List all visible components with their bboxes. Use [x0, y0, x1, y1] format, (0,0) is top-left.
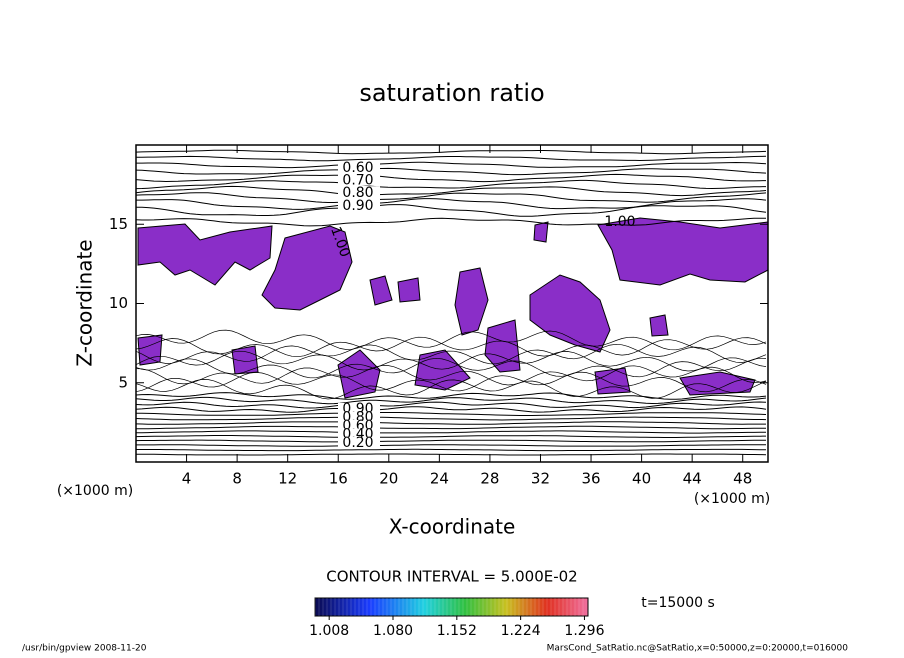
contour-label: 0.60: [342, 160, 373, 176]
contour-label-bg: [338, 186, 380, 199]
contour-line: [136, 155, 767, 162]
contour-label-bg: [338, 420, 380, 430]
region: [397, 277, 421, 303]
contour-label-bg: [338, 403, 380, 413]
region: [414, 349, 471, 391]
contour-line: [136, 421, 766, 425]
contour-line: [136, 444, 767, 447]
x-unit-label: (×1000 m): [57, 483, 133, 499]
chart-title: saturation ratio: [359, 79, 544, 107]
region: [137, 223, 273, 286]
contour-line: [136, 453, 767, 456]
contour-lines: [136, 149, 767, 456]
y-tick-label: 10: [109, 294, 128, 312]
footer-right: MarsCond_SatRatio.nc@SatRatio,x=0:50000,…: [547, 644, 849, 654]
contour-line: [136, 204, 767, 217]
contour-label-bg: [338, 173, 380, 186]
contour-line: [136, 435, 767, 438]
contour-line: [136, 149, 767, 155]
colorbar-tick-label: 1.296: [564, 623, 604, 639]
x-tick-label: 44: [683, 470, 702, 488]
x-tick-label: 32: [531, 470, 550, 488]
x-tick-label: 12: [278, 470, 297, 488]
contour-line: [136, 192, 767, 203]
x-tick-label: 40: [632, 470, 651, 488]
region: [533, 221, 549, 243]
contour-line: [136, 167, 767, 176]
colorbar-tick-label: 1.008: [309, 623, 349, 639]
contour-line: [136, 401, 767, 409]
x-unit-label-right: (×1000 m): [694, 491, 770, 507]
colorbar: [314, 597, 589, 617]
contour-line: [136, 217, 767, 227]
contour-line: [136, 425, 767, 430]
y-tick-label: 5: [118, 373, 128, 391]
supersaturated-regions: [137, 217, 768, 399]
contour-label: 0.20: [342, 435, 373, 451]
contour-line: [136, 185, 767, 197]
contour-line: [136, 350, 767, 372]
plot-frame: [135, 144, 769, 463]
y-axis-label: Z-coordinate: [73, 239, 97, 366]
x-tick-label: 20: [379, 470, 398, 488]
contour-line: [136, 406, 767, 413]
contour-interval: CONTOUR INTERVAL = 5.000E-02: [326, 568, 577, 586]
plot-area: [136, 149, 768, 456]
contour-label-bg: [338, 437, 380, 447]
contour-label: 0.70: [342, 173, 373, 189]
contour-line: [136, 371, 767, 393]
contour-line: [136, 448, 767, 452]
x-tick-label: 8: [232, 470, 242, 488]
contour-line: [136, 392, 767, 400]
contour-line: [136, 430, 767, 434]
contour-line: [136, 161, 767, 169]
region: [369, 275, 393, 306]
region: [261, 225, 353, 311]
contour-line: [136, 343, 767, 365]
x-tick-label: 36: [581, 470, 600, 488]
colorbar-tick-label: 1.152: [437, 623, 477, 639]
region: [679, 371, 756, 396]
contour-line: [136, 396, 767, 405]
contour-line: [136, 179, 767, 190]
region: [231, 345, 259, 375]
x-tick-label: 28: [480, 470, 499, 488]
x-tick-label: 48: [733, 470, 752, 488]
contour-line: [136, 412, 767, 416]
contour-label-bg: [338, 411, 380, 422]
region: [649, 314, 669, 337]
contour-line: [136, 336, 767, 358]
region: [454, 267, 489, 336]
footer-left: /usr/bin/gpview 2008-11-20: [22, 644, 147, 654]
x-tick-label: 24: [430, 470, 449, 488]
time-label: t=15000 s: [641, 595, 715, 611]
region: [484, 319, 521, 373]
contour-label: 0.90: [342, 198, 373, 214]
contour-line: [136, 198, 767, 210]
region: [529, 274, 611, 353]
contour-line: [136, 365, 767, 386]
contour-line: [136, 379, 767, 400]
x-axis-label: X-coordinate: [389, 515, 516, 539]
colorbar-tick-label: 1.224: [501, 623, 541, 639]
x-tick-label: 16: [329, 470, 348, 488]
contour-line: [136, 329, 767, 351]
contour-line: [136, 357, 767, 379]
contour-label-bg: [338, 198, 380, 211]
contour-label-bg: [338, 161, 380, 173]
contour-label-bg: [338, 428, 380, 439]
region: [594, 367, 631, 395]
contour-line: [136, 439, 766, 443]
contour-line: [136, 416, 767, 421]
y-tick-label: 15: [109, 215, 128, 233]
colorbar-tick-label: 1.080: [373, 623, 413, 639]
contour-line: [136, 173, 767, 183]
x-tick-label: 4: [182, 470, 192, 488]
region: [137, 334, 163, 366]
region: [597, 217, 768, 286]
contour-label: 1.00: [604, 214, 635, 230]
contour-label: 0.80: [342, 185, 373, 201]
